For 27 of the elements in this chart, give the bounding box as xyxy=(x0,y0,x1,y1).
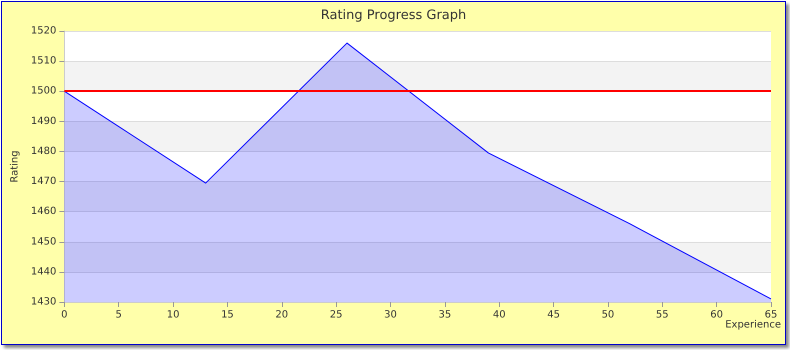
x-tick-label: 25 xyxy=(330,310,343,320)
x-tick-label: 35 xyxy=(438,310,452,320)
x-tick-label: 15 xyxy=(221,310,234,320)
y-axis-title: Rating xyxy=(10,150,20,183)
x-tick-label: 30 xyxy=(384,310,397,320)
x-axis-title: Experience xyxy=(725,320,781,330)
x-tick-label: 60 xyxy=(710,310,724,320)
x-tick-label: 0 xyxy=(61,310,68,320)
x-tick-label: 50 xyxy=(602,310,614,320)
y-tick-label: 1430 xyxy=(30,296,56,308)
x-tick-label: 10 xyxy=(166,310,180,320)
y-tick-label: 1500 xyxy=(30,86,56,97)
x-tick-label: 40 xyxy=(492,310,506,320)
y-tick-label: 1440 xyxy=(30,266,56,278)
y-tick-label: 1470 xyxy=(30,176,56,188)
y-tick-label: 1490 xyxy=(30,116,56,127)
x-tick-label: 65 xyxy=(764,310,778,320)
x-tick-label: 5 xyxy=(116,310,122,320)
y-tick-label: 1450 xyxy=(30,236,56,248)
y-tick-label: 1520 xyxy=(30,26,56,36)
x-tick-label: 45 xyxy=(547,310,560,320)
x-tick-label: 55 xyxy=(656,310,669,320)
chart-title: Rating Progress Graph xyxy=(320,8,466,23)
y-tick-label: 1460 xyxy=(30,206,56,218)
x-tick-label: 20 xyxy=(275,310,288,320)
y-tick-label: 1480 xyxy=(30,146,56,157)
y-tick-label: 1510 xyxy=(30,56,56,67)
